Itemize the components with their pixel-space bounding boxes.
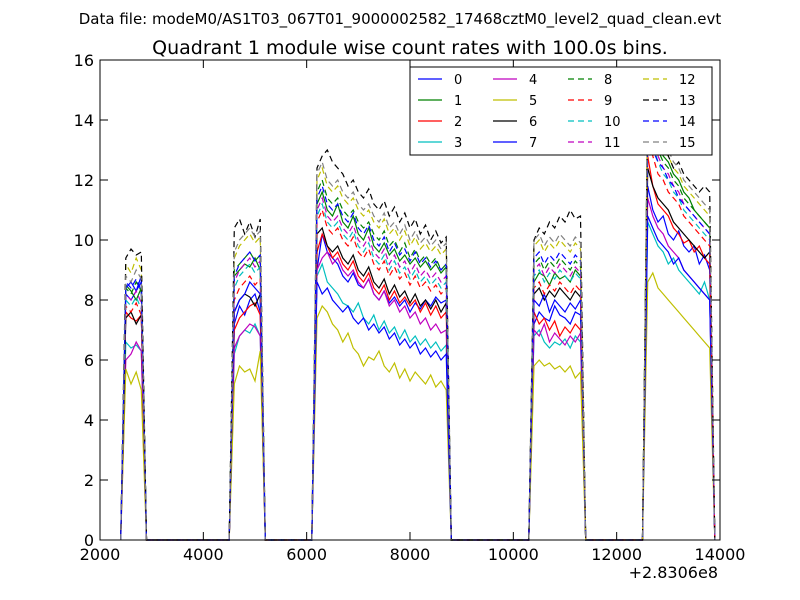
series-line-4 xyxy=(120,197,716,541)
series-line-13 xyxy=(120,100,716,541)
legend-label-3: 3 xyxy=(454,136,462,151)
legend-label-14: 14 xyxy=(679,115,696,130)
legend-label-6: 6 xyxy=(529,115,537,130)
chart-suptitle: Data file: modeM0/AS1T03_067T01_90000025… xyxy=(79,10,722,29)
legend-label-11: 11 xyxy=(604,136,621,151)
x-tick-label: 2000 xyxy=(80,545,121,564)
y-tick-label: 0 xyxy=(84,531,94,550)
legend-label-5: 5 xyxy=(529,94,537,109)
series-line-8 xyxy=(120,113,716,541)
series-line-3 xyxy=(120,221,716,541)
y-tick-label: 10 xyxy=(74,231,94,250)
y-tick-label: 4 xyxy=(84,411,94,430)
plot-area xyxy=(120,95,716,541)
chart-title: Quadrant 1 module wise count rates with … xyxy=(152,37,668,59)
legend-label-4: 4 xyxy=(529,73,537,88)
series-line-12 xyxy=(120,101,716,541)
legend-label-15: 15 xyxy=(679,136,696,151)
legend-label-2: 2 xyxy=(454,115,462,130)
y-tick-label: 16 xyxy=(74,51,94,70)
x-offset-label: +2.8306e8 xyxy=(629,563,718,582)
y-tick-label: 6 xyxy=(84,351,94,370)
legend-label-0: 0 xyxy=(454,73,462,88)
legend-label-9: 9 xyxy=(604,94,612,109)
series-line-10 xyxy=(120,125,716,541)
series-line-11 xyxy=(120,119,716,541)
x-tick-label: 12000 xyxy=(591,545,642,564)
series-line-0 xyxy=(120,185,716,541)
legend-label-8: 8 xyxy=(604,73,612,88)
legend-label-10: 10 xyxy=(604,115,621,130)
axis-ticks: 2000 4000 6000 8000 10000 12000 14000024681012… xyxy=(74,51,746,564)
legend-label-12: 12 xyxy=(679,73,696,88)
legend-label-13: 13 xyxy=(679,94,696,109)
y-tick-label: 8 xyxy=(84,291,94,310)
x-tick-label: 10000 xyxy=(488,545,539,564)
x-tick-label: 14000 xyxy=(695,545,746,564)
y-tick-label: 12 xyxy=(74,171,94,190)
y-tick-label: 2 xyxy=(84,471,94,490)
legend-label-1: 1 xyxy=(454,94,462,109)
x-tick-label: 6000 xyxy=(286,545,327,564)
series-line-14 xyxy=(120,131,716,541)
series-line-2 xyxy=(120,155,716,541)
series-line-1 xyxy=(120,100,716,541)
legend-box xyxy=(409,66,713,156)
series-line-5 xyxy=(120,271,716,541)
x-tick-label: 4000 xyxy=(183,545,224,564)
legend-label-7: 7 xyxy=(529,136,537,151)
y-tick-label: 14 xyxy=(74,111,94,130)
x-tick-label: 8000 xyxy=(390,545,431,564)
series-line-6 xyxy=(120,167,716,541)
series-line-9 xyxy=(120,137,716,541)
series-line-7 xyxy=(120,215,716,541)
